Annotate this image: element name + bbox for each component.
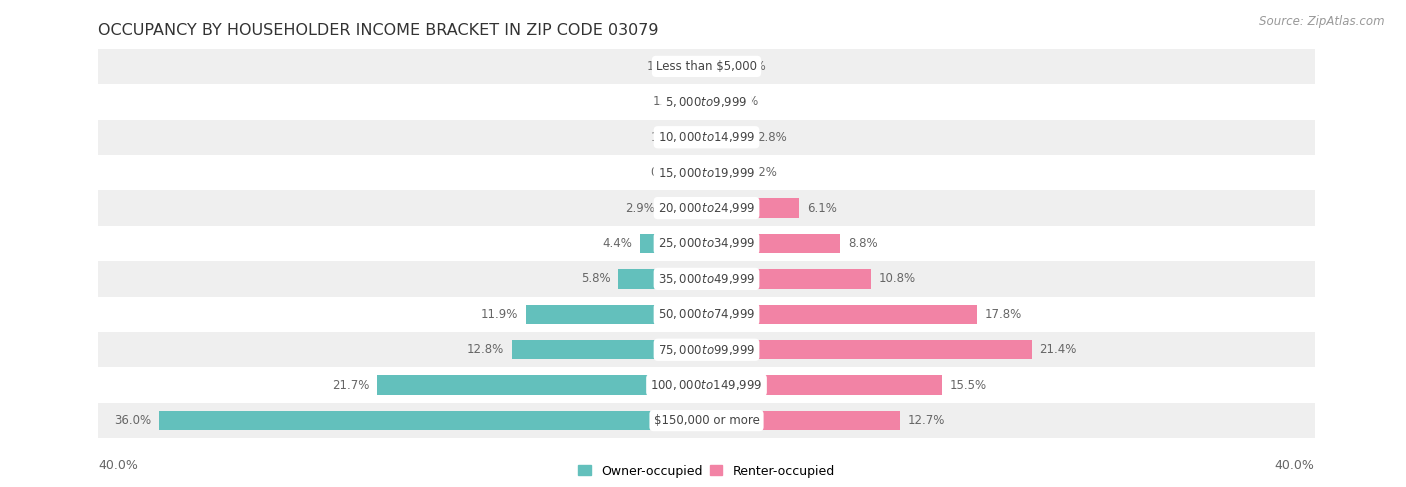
Bar <box>707 411 900 431</box>
Text: 36.0%: 36.0% <box>114 414 152 427</box>
Text: 10.8%: 10.8% <box>879 272 915 285</box>
Bar <box>662 198 707 218</box>
Bar <box>683 56 707 76</box>
Bar <box>98 297 1315 332</box>
Bar <box>98 84 1315 119</box>
Bar <box>98 119 1315 155</box>
Text: 6.1%: 6.1% <box>807 202 837 215</box>
Bar <box>707 269 870 289</box>
Text: 21.7%: 21.7% <box>332 379 368 392</box>
Bar <box>98 190 1315 226</box>
Text: $20,000 to $24,999: $20,000 to $24,999 <box>658 201 755 215</box>
Bar <box>98 49 1315 84</box>
Bar <box>707 375 942 395</box>
Text: $50,000 to $74,999: $50,000 to $74,999 <box>658 307 755 321</box>
Text: $5,000 to $9,999: $5,000 to $9,999 <box>665 95 748 109</box>
Text: 2.8%: 2.8% <box>756 131 786 144</box>
Text: 0.46%: 0.46% <box>721 95 758 108</box>
Text: 0.76%: 0.76% <box>650 166 688 179</box>
Text: 40.0%: 40.0% <box>1275 459 1315 472</box>
Bar <box>619 269 707 289</box>
Text: 12.7%: 12.7% <box>907 414 945 427</box>
Text: $25,000 to $34,999: $25,000 to $34,999 <box>658 237 755 250</box>
Legend: Owner-occupied, Renter-occupied: Owner-occupied, Renter-occupied <box>574 460 839 483</box>
Bar <box>512 340 707 359</box>
Bar <box>695 163 707 183</box>
Bar <box>707 234 841 253</box>
Text: 1.5%: 1.5% <box>737 60 766 73</box>
Text: 5.8%: 5.8% <box>581 272 610 285</box>
Bar <box>98 332 1315 368</box>
Bar <box>707 56 730 76</box>
Text: Source: ZipAtlas.com: Source: ZipAtlas.com <box>1260 15 1385 28</box>
Bar <box>98 368 1315 403</box>
Text: $10,000 to $14,999: $10,000 to $14,999 <box>658 130 755 144</box>
Bar <box>707 92 713 112</box>
Text: 4.4%: 4.4% <box>602 237 633 250</box>
Bar <box>707 340 1032 359</box>
Bar <box>690 92 707 112</box>
Text: OCCUPANCY BY HOUSEHOLDER INCOME BRACKET IN ZIP CODE 03079: OCCUPANCY BY HOUSEHOLDER INCOME BRACKET … <box>98 23 659 38</box>
Text: $100,000 to $149,999: $100,000 to $149,999 <box>651 378 762 392</box>
Text: 15.5%: 15.5% <box>950 379 987 392</box>
Text: 21.4%: 21.4% <box>1039 343 1077 356</box>
Text: $35,000 to $49,999: $35,000 to $49,999 <box>658 272 755 286</box>
Text: 17.8%: 17.8% <box>984 308 1022 321</box>
Bar <box>640 234 707 253</box>
Bar <box>707 198 799 218</box>
Text: 1.1%: 1.1% <box>652 95 682 108</box>
Bar <box>377 375 707 395</box>
Text: 1.5%: 1.5% <box>647 60 676 73</box>
Bar <box>98 261 1315 297</box>
Bar <box>98 403 1315 438</box>
Bar <box>526 304 707 324</box>
Text: 11.9%: 11.9% <box>481 308 517 321</box>
Text: 2.9%: 2.9% <box>624 202 655 215</box>
Bar <box>707 128 749 147</box>
Bar <box>707 304 977 324</box>
Text: 1.2%: 1.2% <box>651 131 681 144</box>
Text: $150,000 or more: $150,000 or more <box>654 414 759 427</box>
Bar <box>98 226 1315 261</box>
Text: Less than $5,000: Less than $5,000 <box>657 60 756 73</box>
Bar <box>707 163 740 183</box>
Text: 12.8%: 12.8% <box>467 343 505 356</box>
Bar <box>98 155 1315 190</box>
Bar <box>159 411 707 431</box>
Bar <box>689 128 707 147</box>
Text: 2.2%: 2.2% <box>748 166 778 179</box>
Text: 40.0%: 40.0% <box>98 459 138 472</box>
Text: 8.8%: 8.8% <box>848 237 877 250</box>
Text: $15,000 to $19,999: $15,000 to $19,999 <box>658 166 755 180</box>
Text: $75,000 to $99,999: $75,000 to $99,999 <box>658 343 755 357</box>
